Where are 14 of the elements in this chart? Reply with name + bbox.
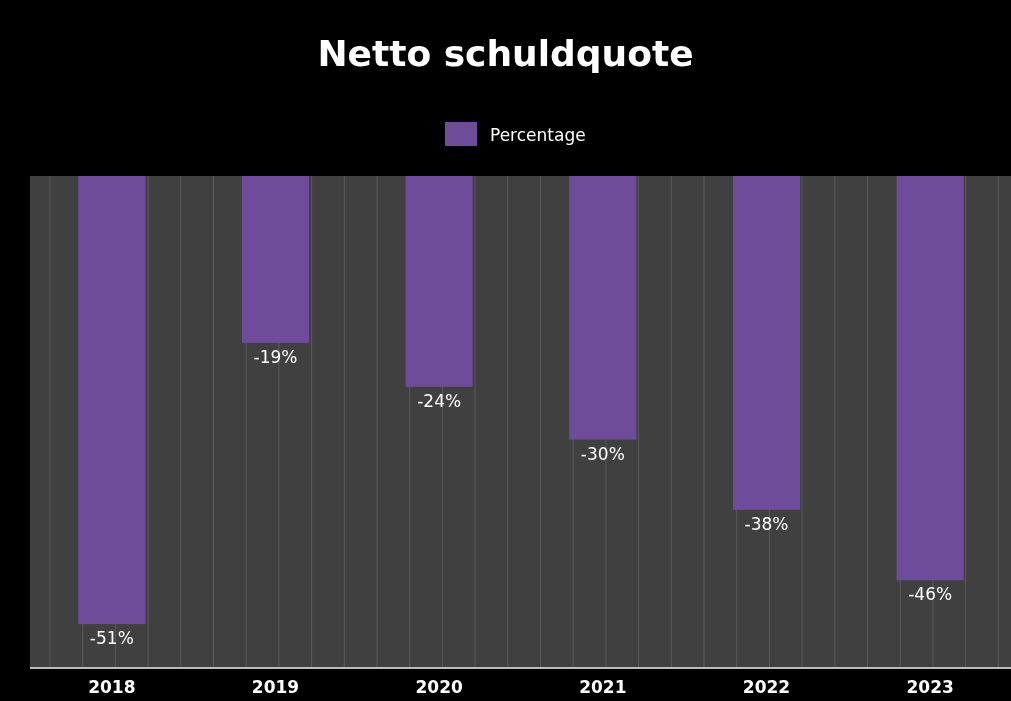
data-label: -46% [908, 584, 953, 605]
data-label: -38% [744, 513, 789, 534]
data-label: -30% [580, 443, 625, 464]
x-tick-label: 2019 [251, 677, 300, 697]
chart-title: Netto schuldquote [317, 33, 694, 74]
legend-label: Percentage [490, 125, 586, 145]
x-tick-label: 2023 [906, 677, 954, 697]
data-label: -19% [253, 346, 298, 367]
x-tick-label: 2018 [88, 677, 136, 697]
x-tick-label: 2021 [579, 677, 627, 697]
x-tick-label: 2020 [415, 677, 463, 697]
data-label: -24% [417, 390, 462, 411]
x-tick-label: 2022 [742, 677, 791, 697]
data-label: -51% [89, 628, 134, 649]
